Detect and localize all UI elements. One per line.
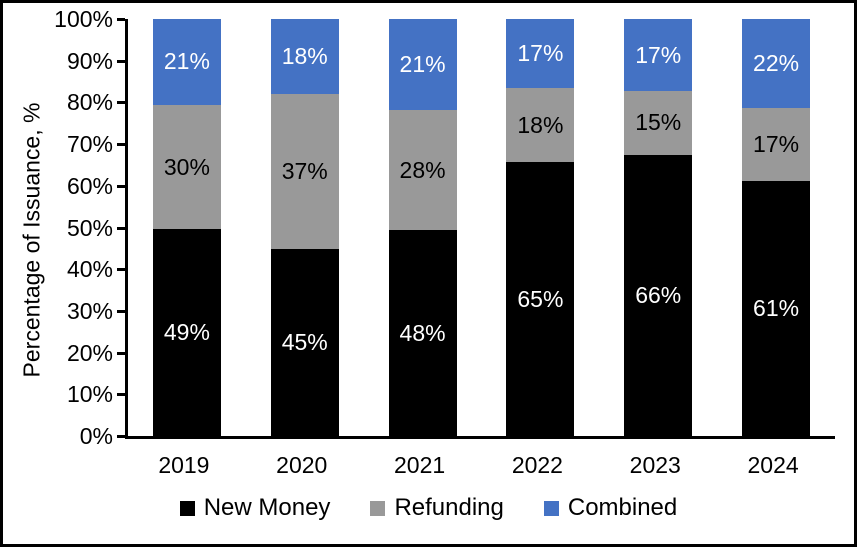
data-label: 21% xyxy=(399,51,446,78)
bar-2023-segment-refunding: 15% xyxy=(624,91,693,155)
y-tick-label: 20% xyxy=(66,339,113,366)
bar-2020-segment-new-money: 45% xyxy=(270,249,339,436)
bar-2022-segment-combined: 17% xyxy=(506,19,575,89)
bar-2022-segment-refunding: 18% xyxy=(506,88,575,163)
bar-2020-segment-combined: 18% xyxy=(270,19,339,95)
y-tick-mark xyxy=(117,18,125,21)
legend-item-refunding: Refunding xyxy=(370,494,504,522)
data-label: 15% xyxy=(635,109,682,136)
data-label: 45% xyxy=(281,329,328,356)
data-label: 21% xyxy=(163,48,210,75)
bar-2024-segment-refunding: 17% xyxy=(742,108,811,182)
x-tick-label-2019: 2019 xyxy=(158,452,210,478)
y-tick-label: 80% xyxy=(66,89,113,116)
y-tick-mark xyxy=(117,268,125,272)
bar-2021-segment-refunding: 28% xyxy=(388,110,457,231)
x-tick-label-2024: 2024 xyxy=(747,452,799,478)
bar-2024-segment-combined: 22% xyxy=(742,19,811,109)
y-tick-label: 0% xyxy=(79,423,113,449)
x-tick-label-2022: 2022 xyxy=(511,452,563,478)
y-tick-label: 50% xyxy=(66,214,113,241)
bar-2019-segment-combined: 21% xyxy=(152,19,221,105)
y-tick-mark xyxy=(117,184,125,188)
legend-swatch-refunding xyxy=(370,500,386,516)
y-tick-label: 90% xyxy=(66,47,113,74)
x-tick-label-2023: 2023 xyxy=(629,452,681,478)
bar-2023-segment-combined: 17% xyxy=(624,19,693,92)
y-tick-label: 30% xyxy=(66,297,113,324)
y-tick-label: 10% xyxy=(66,381,113,408)
data-label: 17% xyxy=(635,41,682,68)
y-tick-mark xyxy=(117,309,125,313)
data-label: 37% xyxy=(281,158,328,185)
y-tick-mark xyxy=(117,101,125,105)
legend-label: New Money xyxy=(203,494,331,521)
data-label: 49% xyxy=(163,319,210,346)
bar-2023-segment-new-money: 66% xyxy=(624,154,693,436)
y-tick-mark xyxy=(117,143,125,147)
data-label: 48% xyxy=(399,319,446,346)
data-label: 30% xyxy=(163,153,210,180)
y-tick-mark xyxy=(117,226,125,230)
legend-item-combined: Combined xyxy=(543,494,678,522)
bar-2022-segment-new-money: 65% xyxy=(506,162,575,436)
data-label: 18% xyxy=(517,111,564,138)
data-label: 17% xyxy=(753,131,800,158)
y-tick-mark xyxy=(117,59,125,63)
data-label: 22% xyxy=(753,50,800,77)
y-tick-label: 60% xyxy=(66,172,113,199)
y-tick-label: 100% xyxy=(54,6,113,32)
legend-item-new-money: New Money xyxy=(179,494,331,522)
y-tick-mark xyxy=(117,351,125,355)
bar-2021-segment-combined: 21% xyxy=(388,19,457,111)
data-label: 61% xyxy=(753,295,800,322)
data-label: 28% xyxy=(399,156,446,183)
y-tick-label: 70% xyxy=(66,131,113,158)
legend-label: Combined xyxy=(567,494,678,521)
data-label: 66% xyxy=(635,281,682,308)
bar-2021-segment-new-money: 48% xyxy=(388,230,457,436)
bar-2019-segment-new-money: 49% xyxy=(152,229,221,436)
bar-2024-segment-new-money: 61% xyxy=(742,181,811,436)
legend-swatch-combined xyxy=(543,500,559,516)
data-label: 17% xyxy=(517,40,564,67)
y-tick-mark xyxy=(117,393,125,397)
plot-area: 49% 30% 21% 45% 37% 18% 48% 28% 21% 65% 18% 17% 66% 1… xyxy=(125,19,835,439)
data-label: 65% xyxy=(517,285,564,312)
legend: New Money Refunding Combined xyxy=(3,494,854,522)
legend-label: Refunding xyxy=(394,494,504,521)
x-tick-label-2020: 2020 xyxy=(276,452,328,478)
data-label: 18% xyxy=(281,43,328,70)
bar-2020-segment-refunding: 37% xyxy=(270,94,339,250)
bar-2019-segment-refunding: 30% xyxy=(152,104,221,230)
legend-swatch-new-money xyxy=(179,500,195,516)
y-tick-label: 40% xyxy=(66,256,113,283)
x-tick-label-2021: 2021 xyxy=(393,452,446,478)
y-tick-mark xyxy=(117,435,125,438)
